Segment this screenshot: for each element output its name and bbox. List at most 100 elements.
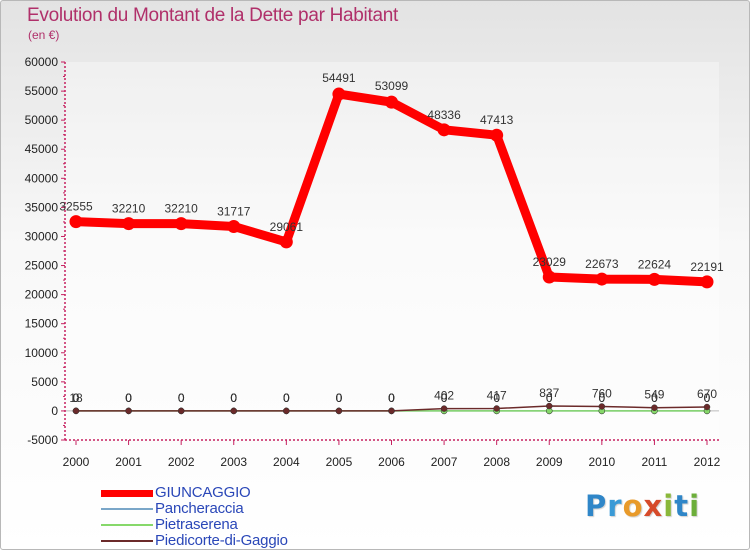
series-point-0 (279, 235, 293, 249)
y-tick-label: 30000 (25, 229, 59, 243)
legend-label-pancheraccia: Pancheraccia (155, 500, 244, 517)
data-label-giuncaggio: 31717 (217, 204, 251, 218)
series-point-3 (388, 407, 395, 415)
y-tick-label: 40000 (25, 171, 59, 185)
y-tick-label: 5000 (31, 375, 58, 389)
data-label-series-2: 0 (125, 391, 132, 405)
x-tick-label: 2003 (220, 455, 247, 469)
series-point-3 (493, 405, 500, 412)
data-label-series-2: 0 (704, 391, 711, 405)
x-tick-label: 2002 (168, 455, 195, 469)
data-label-giuncaggio: 32210 (112, 202, 146, 216)
series-point-0 (490, 128, 504, 142)
data-label-series-2: 0 (441, 391, 448, 405)
series-point-0 (385, 95, 398, 109)
data-label-giuncaggio: 48336 (427, 108, 461, 122)
data-label-series-1: 0 (283, 391, 290, 405)
series-point-0 (647, 272, 661, 286)
series-point-0 (122, 217, 136, 231)
data-label-series-1: 0 (178, 391, 185, 405)
data-label-giuncaggio: 54491 (322, 71, 356, 85)
series-point-3 (546, 402, 553, 410)
y-tick-label: 50000 (25, 113, 59, 127)
data-label-series-3: 760 (592, 387, 612, 401)
series-point-0 (69, 215, 83, 229)
data-labels-layer: 32555 32210 32210 31717 29061 54491 53099 48336… (59, 71, 724, 405)
data-label-series-1: 0 (388, 391, 395, 405)
legend-swatch-pietraserena (101, 524, 153, 526)
data-label-series-1: 0 (125, 391, 132, 405)
data-label-series-2: 0 (283, 391, 290, 405)
y-tick-label: 10000 (25, 346, 59, 360)
legend-item-pietraserena: Pietraserena (101, 516, 341, 533)
x-tick-label: 2000 (63, 455, 90, 469)
x-tick-label: 2009 (536, 455, 563, 469)
legend-swatch-piedicorte (101, 540, 153, 542)
data-label-series-1: 0 (546, 391, 553, 405)
data-label-series-2: 0 (651, 391, 658, 405)
data-label-series-2: 0 (388, 391, 395, 405)
data-label-series-3: 670 (697, 387, 717, 401)
legend-swatch-giuncaggio (101, 490, 153, 497)
x-tick-label: 2010 (588, 455, 615, 469)
series-point-0 (227, 219, 241, 233)
data-label-series-2: 0 (493, 391, 500, 405)
chart-subtitle: (en €) (28, 28, 60, 42)
legend-item-piedicorte: Piedicorte-di-Gaggio (101, 532, 341, 549)
series-point-0 (542, 270, 556, 284)
series-point-3 (440, 405, 448, 412)
data-label-series-3: 0 (178, 391, 185, 405)
legend: GIUNCAGGIO Pancheraccia Pietraserena Pie… (101, 484, 341, 549)
series-point-0 (700, 275, 714, 289)
y-tick-label: 15000 (25, 317, 59, 331)
data-label-series-2: 0 (336, 391, 343, 405)
y-tick-label: 20000 (25, 288, 59, 302)
chart-title: Evolution du Montant de la Dette par Hab… (27, 5, 398, 26)
data-label-series-3: 402 (434, 389, 454, 403)
data-label-series-3: 0 (388, 391, 395, 405)
data-label-series-1: 0 (336, 391, 343, 405)
series-point-3 (598, 403, 606, 410)
data-label-series-3: 0 (230, 391, 237, 405)
legend-label-giuncaggio: GIUNCAGGIO (155, 484, 251, 501)
data-label-series-2: 0 (73, 391, 80, 405)
proxiti-logo: Proxiti (585, 489, 701, 523)
series-point-0 (332, 87, 346, 101)
series-point-3 (335, 407, 343, 415)
data-label-series-1: 0 (73, 391, 80, 405)
y-tick-label: 60000 (25, 55, 59, 69)
series-point-3 (177, 407, 185, 415)
x-tick-label: 2005 (326, 455, 353, 469)
x-tick-label: 2006 (378, 455, 405, 469)
data-label-series-1: 0 (493, 391, 500, 405)
data-label-series-3: 0 (283, 391, 290, 405)
data-label-giuncaggio: 32555 (59, 200, 93, 214)
series-point-3 (651, 404, 658, 411)
y-tick-label: 45000 (25, 142, 59, 156)
legend-swatch-pancheraccia (101, 508, 153, 510)
data-label-series-2: 0 (178, 391, 185, 405)
plot-area (65, 62, 719, 440)
series-point-0 (174, 217, 188, 231)
data-label-giuncaggio: 53099 (375, 79, 409, 93)
data-label-series-3: 0 (336, 391, 343, 405)
y-tick-label: 0 (51, 404, 58, 418)
y-tick-label: 25000 (25, 259, 59, 273)
data-label-giuncaggio: 29061 (270, 220, 304, 234)
legend-label-piedicorte: Piedicorte-di-Gaggio (155, 532, 288, 549)
x-tick-label: 2011 (642, 455, 668, 469)
data-label-series-3: 417 (487, 388, 507, 402)
grid-layer: -500005000100001500020000250003000035000… (25, 55, 721, 469)
y-tick-label: 55000 (25, 84, 59, 98)
series-point-3 (72, 407, 80, 415)
data-label-series-3: 549 (644, 388, 664, 402)
legend-item-pancheraccia: Pancheraccia (101, 500, 341, 517)
x-tick-label: 2004 (273, 455, 300, 469)
y-tick-label: -5000 (27, 433, 58, 447)
series-layer (69, 87, 714, 415)
data-label-series-1: 0 (704, 391, 711, 405)
data-label-series-2: 0 (546, 391, 553, 405)
data-label-series-2: 0 (230, 391, 237, 405)
data-label-giuncaggio: 22624 (638, 257, 672, 271)
